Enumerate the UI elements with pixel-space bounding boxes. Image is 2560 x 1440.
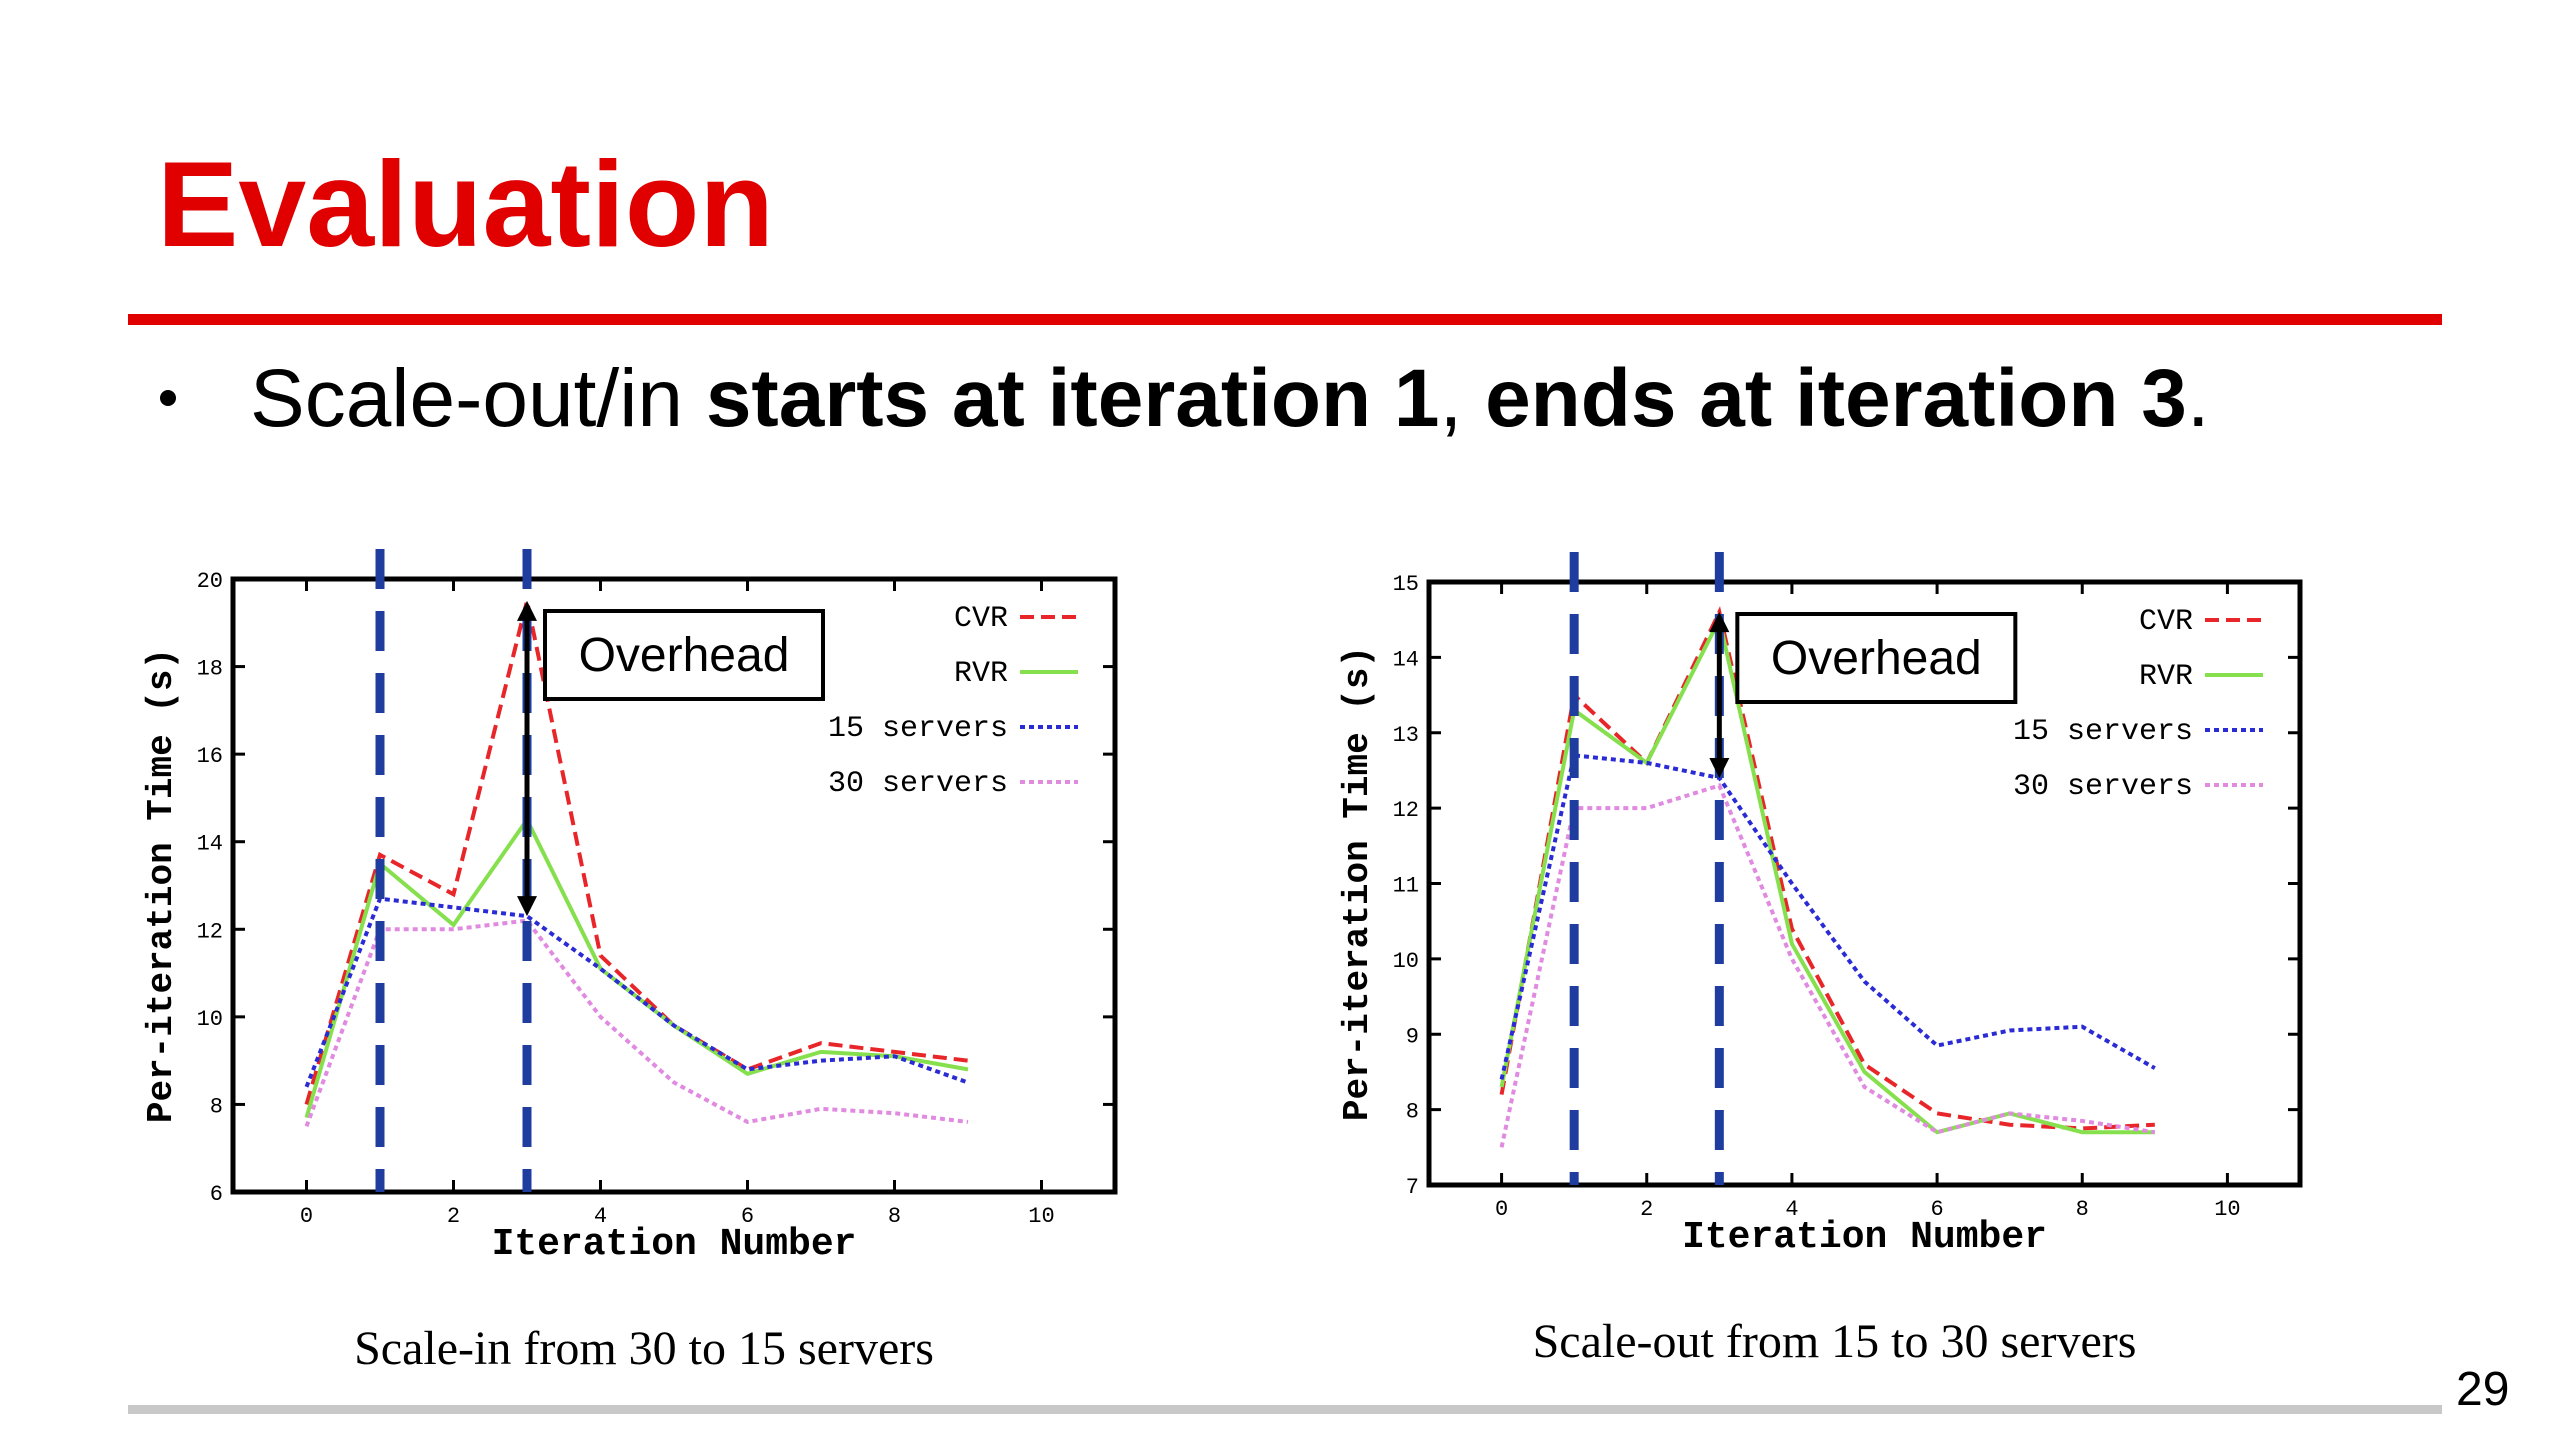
y-tick-label: 7 [1406,1175,1419,1200]
arrow-head [1709,612,1730,633]
y-tick-label: 8 [210,1094,223,1119]
legend-label: 30 servers [2013,770,2193,804]
y-tick-label: 20 [197,569,223,594]
legend-label: RVR [954,657,1008,691]
legend-label: 15 servers [2013,715,2193,749]
annotation-box [1735,612,2018,704]
title-rule [128,314,2442,325]
bullet-segment: . [2187,353,2210,444]
x-tick-label: 2 [1640,1197,1653,1222]
annotation-box [543,609,825,701]
y-tick-label: 13 [1393,723,1419,748]
x-tick-label: 4 [594,1204,607,1229]
series-line [1499,783,2156,1148]
series-line [1499,613,2155,1135]
y-axis-label: Per-iteration Time (s) [1337,646,1378,1121]
footer-rule [128,1405,2442,1414]
annotation: Overhead [579,629,790,682]
y-tick-label: 14 [1393,647,1419,672]
y-tick-label: 12 [1393,798,1419,823]
y-tick-label: 11 [1393,874,1419,899]
chart-caption: Scale-out from 15 to 30 servers [1533,1315,2137,1368]
series-line [1499,753,2156,1080]
page-number: 29 [2456,1363,2509,1416]
x-axis-label: Iteration Number [492,1223,857,1266]
y-tick-label: 8 [1406,1100,1419,1125]
x-tick-label: 4 [1785,1197,1798,1222]
y-tick-label: 14 [197,832,223,857]
legend-label: CVR [954,602,1008,636]
bullet-text: Scale-out/in starts at iteration 1, ends… [250,353,2210,444]
y-tick-label: 18 [197,657,223,682]
y-tick-label: 9 [1406,1024,1419,1049]
bullet-segment: ends at iteration 3 [1485,353,2187,444]
x-tick-label: 6 [1930,1197,1943,1222]
arrow-head [517,896,537,917]
slide-title: Evaluation [157,136,774,272]
chart-caption: Scale-in from 30 to 15 servers [354,1322,934,1375]
bullet-segment: Scale-out/in [250,353,706,444]
arrow-head [517,600,537,621]
y-tick-label: 10 [197,1007,223,1032]
series-line [304,600,969,1105]
x-tick-label: 10 [1028,1204,1054,1229]
series-line [1499,606,2155,1131]
x-tick-label: 0 [300,1204,313,1229]
legend-label: RVR [2139,660,2193,694]
legend-label: 30 servers [828,767,1008,801]
y-tick-label: 10 [1393,949,1419,974]
x-tick-label: 2 [447,1204,460,1229]
bullet-dot [160,390,176,406]
bullet-segment: , [1440,353,1486,444]
x-tick-label: 0 [1495,1197,1508,1222]
y-tick-label: 12 [197,919,223,944]
y-tick-label: 15 [1393,572,1419,597]
bullet-segment: starts at iteration 1 [706,353,1440,444]
legend-label: CVR [2139,605,2193,639]
arrow-head [1709,757,1730,778]
series-line [304,896,969,1088]
x-tick-label: 8 [888,1204,901,1229]
x-tick-label: 6 [741,1204,754,1229]
x-tick-label: 8 [2076,1197,2089,1222]
series-line [304,918,969,1128]
y-axis-label: Per-iteration Time (s) [141,648,182,1123]
y-tick-label: 16 [197,744,223,769]
y-tick-label: 6 [210,1182,223,1207]
annotation: Overhead [1771,632,1982,685]
x-tick-label: 10 [2214,1197,2240,1222]
legend-label: 15 servers [828,712,1008,746]
x-axis-label: Iteration Number [1682,1216,2047,1259]
